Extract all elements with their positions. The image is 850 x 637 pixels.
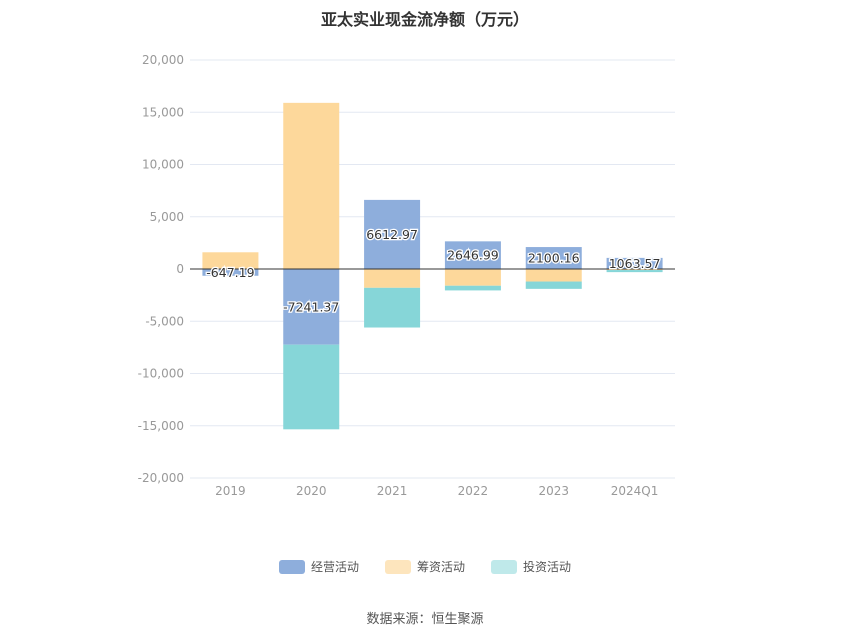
y-tick-label: 10,000 [142, 158, 184, 172]
data-label-operating-2022: 2646.99 [447, 248, 499, 263]
legend-label-investing: 投资活动 [523, 560, 572, 574]
y-tick-label: -5,000 [145, 314, 184, 328]
bar-operating-2024Q1 [606, 257, 663, 269]
bar-financing-2019 [202, 252, 259, 269]
legend: 经营活动 筹资活动 投资活动 [0, 558, 850, 575]
y-tick-label: -20,000 [138, 471, 184, 485]
bar-financing-2020 [283, 102, 340, 269]
bar-investing-2024Q1 [606, 270, 663, 273]
bar-investing-2021 [364, 287, 421, 328]
data-label-operating-2020: -7241.37 [283, 299, 339, 314]
y-tick-label: 20,000 [142, 53, 184, 67]
y-tick-label: -15,000 [138, 419, 184, 433]
legend-swatch-investing [491, 559, 517, 574]
bar-operating-2020 [283, 269, 340, 345]
bar-operating-2019 [202, 269, 259, 276]
x-tick-label: 2019 [215, 484, 246, 498]
chart-title: 亚太实业现金流净额（万元） [320, 10, 529, 29]
bars-layer [202, 102, 663, 430]
data-label-operating-2023: 2100.16 [528, 251, 580, 266]
bar-financing-2021 [364, 269, 421, 288]
x-tick-label: 2022 [458, 484, 489, 498]
x-tick-label: 2021 [377, 484, 408, 498]
bar-operating-2022 [444, 241, 501, 269]
legend-item-investing[interactable]: 投资活动 [491, 558, 571, 575]
bar-investing-2023 [525, 281, 582, 289]
y-tick-label: 5,000 [150, 210, 184, 224]
y-tick-label: -10,000 [138, 367, 184, 381]
y-tick-label: 0 [176, 262, 184, 276]
legend-label-financing: 筹资活动 [416, 560, 465, 574]
data-source-note: 数据来源：恒生聚源 [366, 612, 484, 627]
bar-investing-2020 [283, 344, 340, 430]
data-label-operating-2021: 6612.97 [366, 227, 418, 242]
legend-item-operating[interactable]: 经营活动 [278, 558, 359, 575]
bar-financing-2022 [444, 269, 501, 286]
legend-swatch-operating [278, 559, 305, 574]
data-label-operating-2024Q1: 1063.57 [609, 256, 661, 271]
bar-investing-2022 [444, 285, 501, 291]
data-labels-layer: -647.19 -7241.37 6612.97 2646.99 2100.16 1063… [205, 226, 662, 316]
x-tick-label: 2024Q1 [611, 484, 659, 498]
data-label-operating-2019: -647.19 [206, 265, 254, 280]
bar-financing-2024Q1 [606, 269, 663, 271]
legend-item-financing[interactable]: 筹资活动 [384, 558, 465, 575]
x-tick-label: 2023 [538, 484, 569, 498]
bar-operating-2021 [364, 199, 421, 269]
grid-layer [190, 59, 675, 479]
axis-layer: 20,000 15,000 10,000 5,000 0 -5,000 -10,000 -15… [138, 53, 675, 498]
legend-swatch-financing [384, 559, 411, 574]
y-tick-label: 15,000 [142, 105, 184, 119]
bar-operating-2023 [525, 247, 582, 269]
bar-financing-2023 [525, 269, 582, 282]
legend-label-operating: 经营活动 [310, 560, 359, 574]
x-tick-label: 2020 [296, 484, 327, 498]
